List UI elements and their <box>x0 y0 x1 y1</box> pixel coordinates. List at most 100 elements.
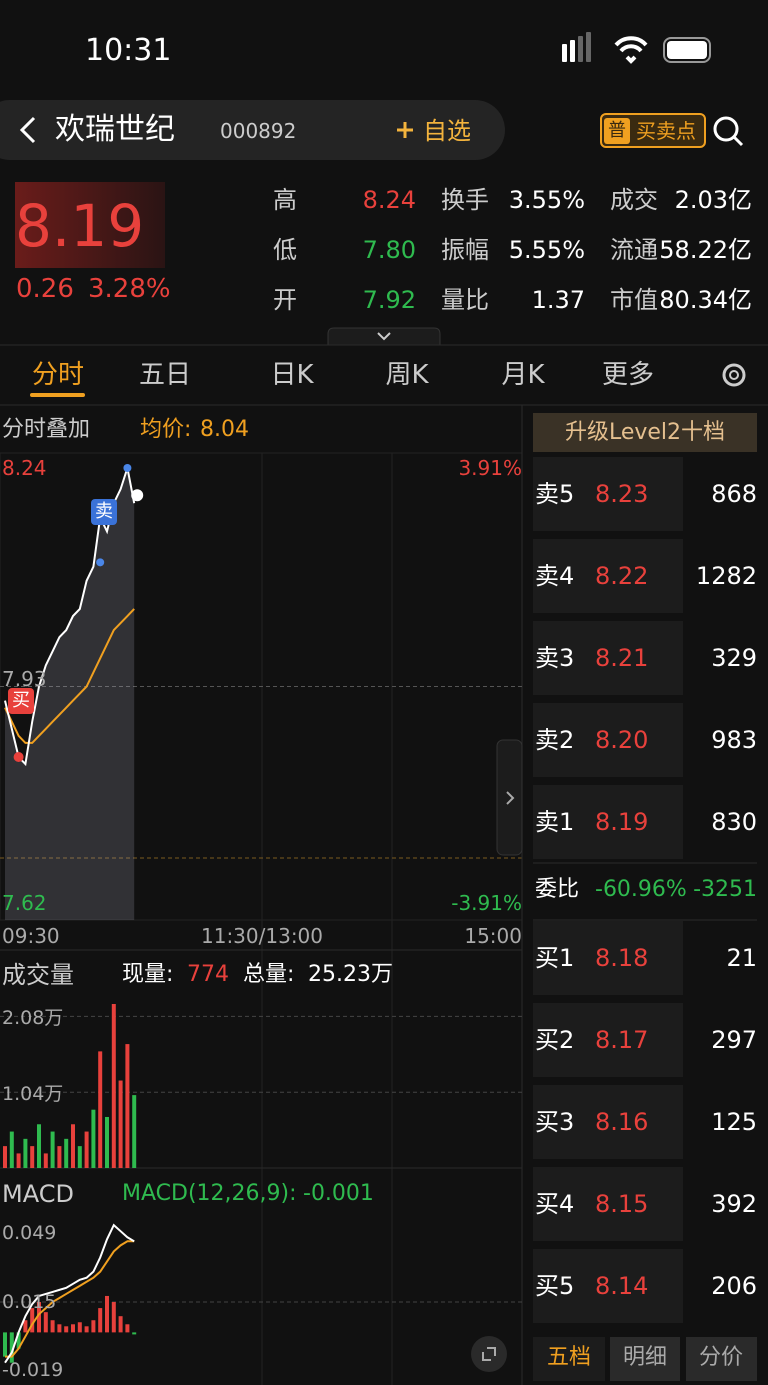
level-price: 8.17 <box>595 1026 649 1054</box>
tab[interactable]: 分时 <box>31 360 85 390</box>
y-tick-label: 7.62 <box>2 891 47 915</box>
x-label: 11:30/13:00 <box>200 924 324 948</box>
level-volume: 830 <box>711 808 757 836</box>
volume-bar <box>71 1124 75 1168</box>
current-volume: 774 <box>187 962 229 987</box>
level-label: 卖5 <box>535 480 575 508</box>
total-volume: 25.23万 <box>308 962 393 987</box>
settings-icon[interactable] <box>722 363 746 387</box>
stat-label: 高 <box>273 186 297 214</box>
volume-bar <box>91 1109 96 1168</box>
tab-bg[interactable] <box>533 1337 605 1381</box>
avg-line <box>4 608 135 744</box>
volume-bar <box>9 1131 14 1168</box>
level-volume: 125 <box>711 1108 757 1136</box>
macd-bar <box>118 1316 123 1333</box>
stat-label: 流通 <box>610 236 658 264</box>
volume-bar <box>84 1131 89 1168</box>
signal-icon <box>586 32 591 62</box>
pct-label: -3.91% <box>451 891 522 915</box>
volume-bar <box>50 1131 55 1168</box>
search-icon <box>732 135 744 147</box>
y-tick-label: 0.015 <box>2 1290 57 1313</box>
price-highlight <box>15 182 165 268</box>
side-collapse-icon <box>506 791 515 805</box>
change: 0.26 <box>16 274 74 304</box>
expand-tab[interactable] <box>327 327 441 345</box>
stat-value: 1.37 <box>531 286 585 314</box>
fullscreen-button[interactable] <box>471 1336 507 1372</box>
y-tick-label: 2.08万 <box>2 1006 64 1029</box>
settings-icon <box>729 370 739 380</box>
level-volume: 21 <box>726 944 757 972</box>
tab[interactable]: 五日 <box>138 360 192 390</box>
back-icon[interactable] <box>19 116 36 144</box>
macd-title[interactable]: MACD <box>2 1180 74 1208</box>
macd-bar <box>105 1295 109 1333</box>
volume-title[interactable]: 成交量 <box>2 961 74 989</box>
stat-label: 量比 <box>441 286 489 314</box>
stat-label: 成交 <box>610 186 658 214</box>
search-icon[interactable] <box>713 116 739 142</box>
stock-name: 欢瑞世纪 <box>55 112 175 147</box>
level-volume: 329 <box>711 644 757 672</box>
level-price: 8.20 <box>595 726 649 754</box>
y-tick-label: 8.24 <box>2 456 47 480</box>
tab[interactable]: 更多 <box>601 360 655 390</box>
upgrade-button[interactable]: 升级Level2十档 <box>564 420 726 445</box>
ratio: -60.96% <box>595 877 687 902</box>
volume-bar <box>77 1146 82 1168</box>
volume-bar <box>105 1116 109 1168</box>
level-bg <box>533 785 683 859</box>
dea-line <box>5 1240 135 1358</box>
watchlist-button[interactable]: 自选 <box>423 117 471 145</box>
level-label: 卖2 <box>535 726 575 754</box>
overlay-selector[interactable]: 分时叠加 <box>2 417 91 442</box>
expand-icon <box>377 332 391 341</box>
macd-bar <box>37 1302 41 1333</box>
buy-signal: 买 <box>12 690 30 711</box>
current-volume-label: 现量: <box>122 962 174 987</box>
bottom-tab[interactable]: 五档 <box>546 1345 592 1370</box>
volume-bar <box>64 1138 69 1168</box>
level-price: 8.15 <box>595 1190 649 1218</box>
stock-code: 000892 <box>220 119 297 143</box>
tab-bg[interactable] <box>686 1337 757 1381</box>
macd-bar <box>111 1302 116 1333</box>
tab[interactable]: 月K <box>501 360 545 390</box>
tab[interactable]: 日K <box>270 360 314 390</box>
level-bg <box>533 539 683 613</box>
tab-bg[interactable] <box>610 1337 680 1381</box>
pct-label: 3.91% <box>458 456 522 480</box>
signal-button-label[interactable]: 买卖点 <box>636 119 696 143</box>
volume-bar <box>16 1153 21 1168</box>
y-tick-label: -0.019 <box>2 1359 64 1382</box>
macd-bar <box>9 1332 14 1363</box>
side-collapse[interactable] <box>496 739 523 856</box>
volume-bar <box>118 1080 123 1168</box>
bottom-tab[interactable]: 明细 <box>622 1345 668 1370</box>
level-label: 买4 <box>535 1190 575 1218</box>
stat-value: 2.03亿 <box>674 186 752 214</box>
macd-bar <box>77 1322 82 1333</box>
level-price: 8.16 <box>595 1108 649 1136</box>
sell-signal-bg <box>91 499 117 525</box>
level-bg <box>533 1249 683 1323</box>
bottom-tab[interactable]: 分价 <box>698 1345 744 1370</box>
y-tick-label: 7.93 <box>2 666 47 691</box>
total-volume-label: 总量: <box>243 962 295 987</box>
last-price: 8.19 <box>15 192 145 260</box>
volume-bar <box>30 1146 35 1168</box>
avg-label: 均价: <box>140 417 192 442</box>
tab[interactable]: 周K <box>385 360 429 390</box>
macd-bar <box>43 1312 48 1333</box>
level-bg <box>533 457 683 531</box>
level-volume: 297 <box>711 1026 757 1054</box>
macd-bar <box>84 1326 89 1333</box>
volume-bar <box>23 1138 28 1168</box>
upgrade-bg[interactable] <box>533 413 757 452</box>
level-volume: 392 <box>711 1190 757 1218</box>
level-bg <box>533 621 683 695</box>
